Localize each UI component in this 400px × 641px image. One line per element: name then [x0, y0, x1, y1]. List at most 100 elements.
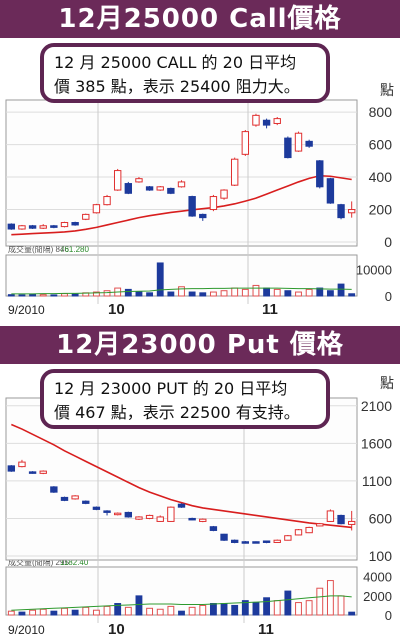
- chart1-volume-bar: [284, 290, 292, 297]
- candle-body: [156, 516, 164, 522]
- chart2-candle: [18, 459, 26, 468]
- chart2-candle: [326, 509, 335, 522]
- chart2-x-tick-label: 10: [108, 621, 125, 638]
- candle-body: [337, 204, 345, 219]
- chart1-title-banner: 12月25000 Call價格: [0, 0, 400, 38]
- candle-body: [60, 496, 69, 501]
- chart1-volume-bar: [178, 286, 185, 297]
- chart1-candle: [177, 180, 186, 188]
- chart1-volume-bar: [231, 287, 239, 297]
- chart1-volume-bar: [316, 287, 324, 297]
- candle-body: [177, 503, 186, 508]
- chart1-candle: [347, 201, 356, 218]
- chart2-volume-bar: [61, 607, 68, 616]
- chart1-candle: [124, 181, 133, 195]
- chart2-volume-tick-label: 4000: [363, 570, 392, 585]
- chart1-candle: [60, 221, 69, 228]
- candle-body: [18, 225, 26, 230]
- candle-body: [50, 225, 58, 228]
- chart1-volume-bar: [124, 288, 132, 297]
- chart1-x-tick-label: 10: [108, 301, 125, 318]
- candle-body: [82, 213, 90, 220]
- chart1-volume-bar: [135, 291, 143, 297]
- chart2-candle: [241, 540, 250, 544]
- chart1-candle: [241, 129, 250, 156]
- chart2-candle: [252, 541, 260, 544]
- chart1-volume-bar: [337, 283, 345, 297]
- chart1-price-plot-area: [5, 99, 358, 247]
- chart2-volume-tick-label: 2000: [363, 589, 392, 604]
- chart1-y-tick-label: 200: [369, 202, 393, 218]
- candle-body: [347, 520, 356, 525]
- candle-body: [28, 471, 37, 474]
- chart1-volume-bar: [18, 294, 26, 297]
- candle-body: [305, 140, 313, 147]
- chart2-candle: [199, 518, 207, 523]
- candle-body: [284, 535, 292, 541]
- chart2-title-banner: 12月23000 Put 價格: [0, 326, 400, 364]
- chart1-candle: [316, 160, 324, 189]
- candle-body: [167, 187, 175, 194]
- chart2-candle: [145, 514, 154, 520]
- candle-body: [326, 178, 335, 204]
- chart1-candle: [135, 177, 143, 183]
- chart1-y-tick-label: 800: [369, 104, 393, 120]
- chart2-annotation-box: 12 月 23000 PUT 的 20 日平均 價 467 點，表示 22500…: [40, 369, 330, 429]
- chart2-volume-bar: [135, 595, 143, 616]
- chart1-y-tick-label: 0: [384, 234, 392, 250]
- chart2-candle: [273, 539, 281, 543]
- chart1-volume-value: 761.280: [60, 245, 89, 254]
- chart2-volume-bar: [178, 610, 185, 616]
- chart2-candle: [284, 534, 292, 541]
- chart2-candle: [156, 515, 164, 522]
- chart2-volume-bar: [326, 580, 334, 616]
- chart2-candle: [230, 539, 239, 544]
- chart1-volume-bar: [326, 290, 334, 297]
- chart1-volume-tick-label: 0: [385, 289, 392, 304]
- chart2-candle: [28, 471, 37, 474]
- chart1-volume-bar: [348, 293, 356, 297]
- chart1-candle: [262, 118, 271, 129]
- candle-body: [209, 526, 218, 531]
- chart2-volume-bar: [241, 600, 249, 616]
- chart1-candlestick-chart: 點 成交量(閒隔) 846 761.280 0 200 400 600 800 0 1000…: [5, 82, 394, 318]
- chart1-volume-bar: [50, 294, 58, 297]
- chart2-x-tick-label: 11: [258, 621, 274, 638]
- chart2-candle: [209, 525, 218, 532]
- chart2-ma20-line: [11, 423, 352, 529]
- chart2-candle: [92, 506, 101, 511]
- candle-body: [188, 517, 196, 521]
- chart1-volume-bar: [146, 292, 154, 297]
- candle-body: [305, 526, 313, 534]
- candle-body: [199, 518, 207, 522]
- chart2-volume-bar: [39, 608, 47, 616]
- candle-body: [316, 523, 324, 527]
- candle-body: [103, 510, 111, 513]
- chart1-ma20-line: [11, 174, 352, 236]
- chart1-annotation-line2: 價 385 點，表示 25400 阻力大。: [54, 77, 300, 96]
- chart2-volume-bar: [295, 602, 302, 616]
- candle-body: [113, 512, 122, 516]
- chart2-y-tick-label: 100: [369, 548, 393, 564]
- chart2-candle: [337, 514, 345, 525]
- chart2-volume-value: 1182.40: [60, 558, 89, 567]
- chart2-candle: [124, 511, 133, 518]
- candle-body: [7, 223, 16, 230]
- candle-body: [60, 222, 69, 228]
- candle-body: [124, 511, 133, 518]
- chart1-volume-bar: [29, 293, 37, 297]
- chart2-candle: [103, 510, 111, 516]
- chart1-volume-bar: [7, 294, 15, 297]
- chart1-candle: [50, 224, 58, 229]
- chart1-volume-bar: [305, 288, 313, 297]
- candle-body: [145, 186, 154, 191]
- candle-body: [209, 196, 218, 211]
- chart1-candle: [82, 213, 90, 221]
- chart1-volume-bar: [71, 293, 79, 297]
- chart2-y-tick-label: 600: [369, 510, 393, 526]
- chart1-volume-bar: [220, 290, 228, 297]
- chart1-volume-bar: [199, 292, 207, 297]
- candle-body: [145, 514, 154, 519]
- chart2-volume-bar: [124, 606, 132, 616]
- chart2-volume-bar: [29, 609, 37, 616]
